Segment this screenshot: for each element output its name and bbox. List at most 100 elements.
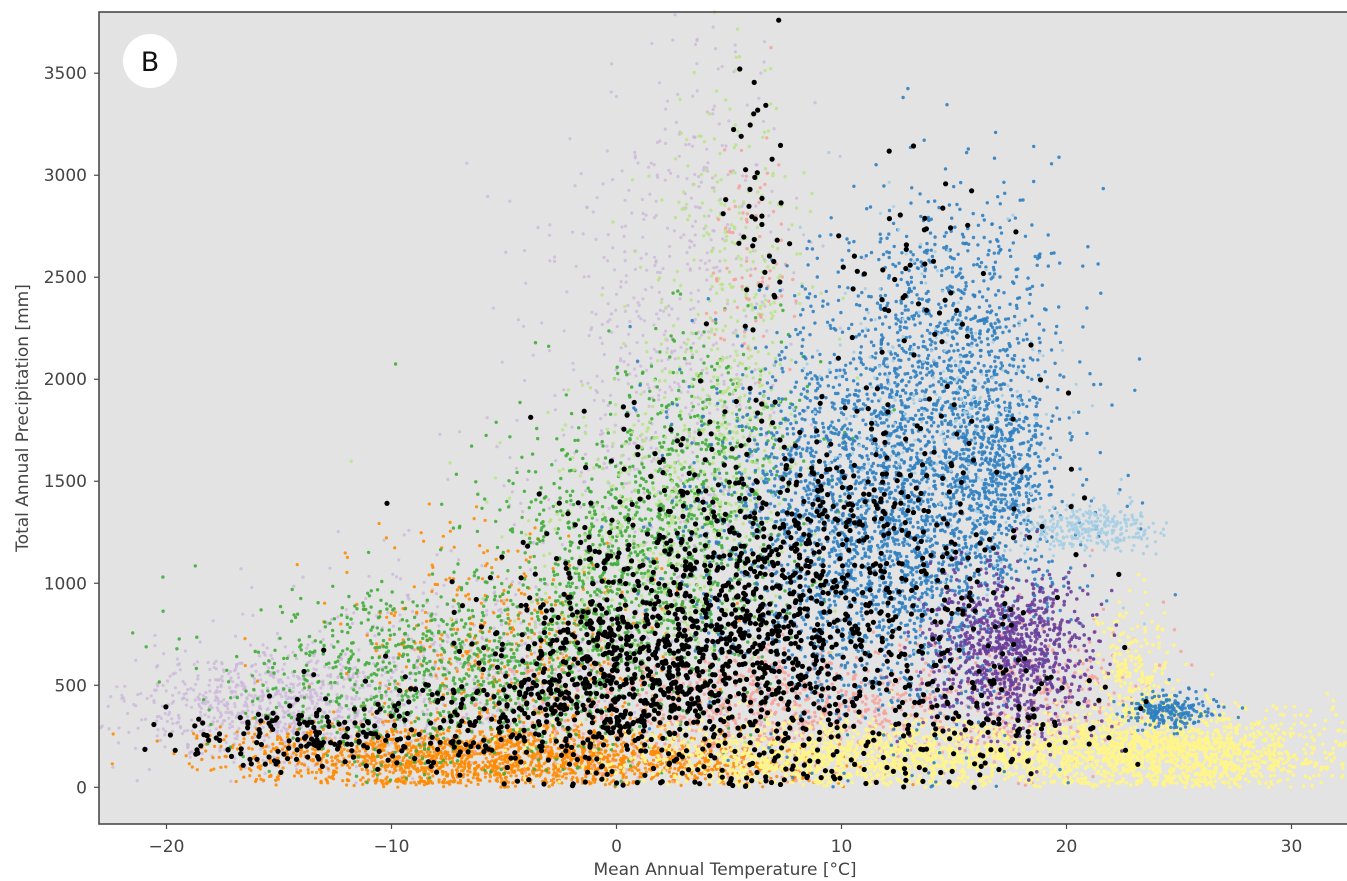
data-point bbox=[657, 81, 662, 85]
data-point bbox=[473, 768, 477, 772]
data-point bbox=[243, 664, 247, 668]
data-point bbox=[217, 678, 221, 682]
data-point bbox=[343, 652, 347, 656]
data-point bbox=[417, 759, 422, 763]
data-point bbox=[424, 626, 428, 630]
data-point bbox=[534, 774, 538, 778]
data-point bbox=[414, 783, 418, 787]
data-point bbox=[199, 714, 203, 718]
data-point bbox=[598, 594, 602, 599]
data-point bbox=[678, 520, 683, 524]
data-point bbox=[767, 506, 771, 510]
data-point bbox=[463, 761, 467, 766]
data-point bbox=[499, 623, 504, 627]
data-point bbox=[361, 776, 365, 780]
data-point bbox=[189, 750, 193, 754]
data-point bbox=[457, 558, 461, 562]
data-point bbox=[477, 764, 481, 768]
data-point bbox=[371, 741, 376, 745]
data-point bbox=[620, 225, 624, 229]
data-point bbox=[448, 576, 452, 580]
data-point bbox=[540, 769, 544, 773]
data-point bbox=[377, 717, 381, 721]
data-point bbox=[393, 682, 397, 686]
data-point bbox=[770, 189, 774, 193]
data-point bbox=[266, 666, 271, 670]
data-point bbox=[473, 734, 477, 739]
data-point bbox=[319, 779, 323, 783]
data-point bbox=[538, 752, 542, 757]
data-point bbox=[334, 770, 338, 774]
data-point bbox=[397, 558, 401, 562]
data-point bbox=[374, 649, 378, 653]
data-point bbox=[601, 399, 606, 403]
data-point bbox=[380, 673, 384, 677]
data-point bbox=[422, 729, 427, 733]
data-point bbox=[442, 583, 446, 587]
data-point bbox=[480, 564, 484, 568]
data-point bbox=[296, 762, 300, 766]
data-point bbox=[207, 683, 211, 687]
data-point bbox=[409, 637, 413, 641]
data-point bbox=[631, 735, 635, 739]
data-point bbox=[741, 174, 745, 178]
data-point bbox=[331, 762, 335, 767]
data-point bbox=[371, 753, 375, 757]
data-point bbox=[636, 467, 640, 471]
data-point bbox=[276, 734, 280, 739]
data-point bbox=[552, 777, 556, 781]
data-point bbox=[192, 732, 196, 736]
data-point bbox=[618, 359, 623, 363]
data-point bbox=[470, 608, 474, 613]
data-point bbox=[312, 654, 316, 658]
data-point bbox=[657, 398, 661, 402]
data-point bbox=[392, 660, 396, 664]
data-point bbox=[712, 266, 716, 270]
data-point bbox=[605, 149, 609, 153]
data-point bbox=[309, 659, 313, 663]
data-point bbox=[437, 667, 441, 671]
data-point bbox=[189, 687, 193, 691]
data-point bbox=[383, 765, 387, 770]
data-point bbox=[619, 285, 623, 289]
data-point bbox=[243, 637, 247, 641]
data-point bbox=[375, 626, 379, 630]
data-point bbox=[395, 575, 399, 579]
data-point bbox=[503, 665, 507, 669]
data-point bbox=[562, 329, 566, 333]
data-point bbox=[315, 770, 319, 775]
data-point bbox=[733, 43, 737, 47]
data-point bbox=[254, 721, 258, 726]
data-point bbox=[755, 302, 759, 306]
data-point bbox=[425, 732, 429, 736]
data-point bbox=[716, 67, 720, 71]
data-point bbox=[156, 728, 160, 732]
data-point bbox=[399, 779, 403, 784]
data-point bbox=[168, 674, 172, 678]
data-point bbox=[507, 771, 511, 775]
data-point bbox=[427, 573, 431, 577]
data-point bbox=[668, 743, 672, 747]
data-point bbox=[422, 580, 426, 584]
data-point bbox=[393, 610, 397, 614]
data-point bbox=[550, 783, 555, 787]
data-point bbox=[572, 621, 576, 626]
data-point bbox=[753, 381, 758, 385]
data-point bbox=[278, 741, 282, 746]
data-point bbox=[641, 235, 645, 239]
data-point bbox=[163, 711, 167, 716]
data-point bbox=[654, 259, 658, 263]
data-point bbox=[696, 300, 701, 304]
data-point bbox=[409, 760, 413, 765]
data-point bbox=[411, 744, 415, 748]
data-point bbox=[441, 709, 446, 714]
data-point bbox=[400, 771, 404, 775]
data-point bbox=[289, 619, 294, 623]
data-point bbox=[630, 769, 634, 773]
data-point bbox=[392, 656, 396, 660]
data-point bbox=[627, 457, 631, 461]
data-point bbox=[688, 267, 692, 271]
data-point bbox=[385, 730, 389, 734]
data-point bbox=[186, 745, 190, 750]
data-point bbox=[238, 743, 242, 747]
